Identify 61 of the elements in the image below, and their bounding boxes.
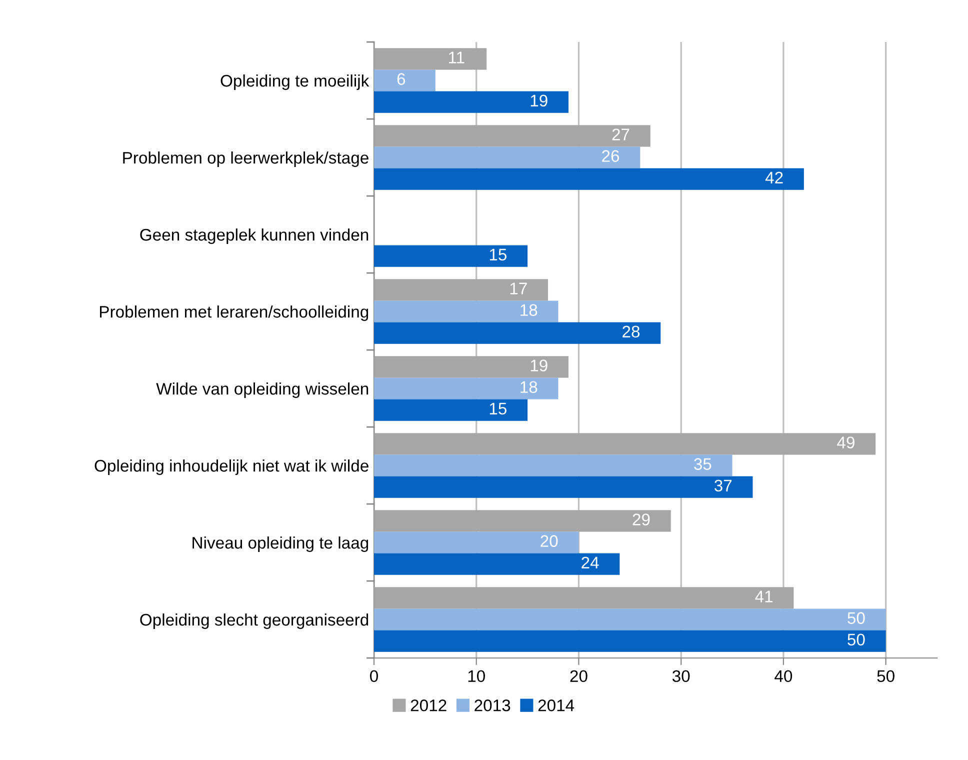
data-label: 35 [694, 458, 712, 470]
data-label: 11 [448, 52, 464, 64]
y-tick-label: Problemen op leerwerkplek/stage [123, 151, 368, 167]
bar [374, 168, 804, 190]
x-tick-label: 50 [877, 670, 894, 682]
bar [374, 356, 568, 378]
bar [374, 245, 528, 267]
bar [374, 510, 671, 532]
bar [374, 378, 558, 400]
data-label: 37 [714, 480, 732, 492]
bar [374, 433, 876, 455]
x-tick-label: 0 [370, 670, 378, 682]
bar [374, 553, 620, 575]
bar [374, 70, 436, 92]
x-tick-label: 20 [570, 670, 588, 682]
data-label: 50 [848, 612, 865, 624]
data-label: 19 [530, 94, 548, 107]
y-tick-label: Opleiding te moeilijk [220, 74, 370, 90]
legend-label: 2012 [410, 700, 446, 712]
data-label: 17 [510, 282, 527, 294]
x-tick-label: 10 [468, 670, 485, 682]
data-label: 29 [632, 514, 650, 526]
bar [374, 91, 568, 113]
data-label: 19 [530, 360, 548, 372]
data-label: 15 [490, 402, 506, 415]
data-label: 27 [612, 128, 630, 140]
data-label: 24 [582, 556, 599, 568]
bar [374, 532, 579, 554]
data-label: 15 [490, 248, 506, 261]
legend-label: 2013 [474, 700, 510, 712]
data-label: 42 [765, 172, 783, 184]
y-tick-label: Wilde van opleiding wisselen [156, 382, 368, 398]
data-label: 41 [755, 590, 773, 602]
bar [374, 125, 650, 147]
y-tick-label: Geen stageplek kunnen vinden [140, 228, 368, 244]
bar [374, 322, 661, 344]
data-label: 20 [540, 535, 558, 547]
data-label: 18 [520, 304, 538, 316]
bar [374, 399, 528, 421]
data-label: 50 [848, 634, 865, 646]
legend-label: 2014 [538, 700, 574, 712]
bar [374, 454, 732, 476]
y-tick-label: Problemen met leraren/schoolleiding [100, 305, 368, 321]
y-tick-label: Opleiding inhoudelijk niet wat ik wilde [94, 459, 368, 475]
bar [374, 279, 548, 301]
x-tick-label: 30 [672, 670, 690, 682]
bar [374, 476, 753, 498]
bar [374, 146, 640, 168]
x-tick-label: 40 [774, 670, 792, 682]
y-tick-label: Opleiding slecht georganiseerd [140, 613, 368, 629]
bar [374, 608, 886, 630]
bar [374, 300, 558, 322]
data-label: 26 [602, 150, 620, 162]
bar [374, 630, 886, 652]
bar [374, 48, 487, 70]
data-label: 18 [520, 381, 538, 393]
data-label: 28 [622, 326, 640, 338]
bar [374, 587, 794, 609]
y-tick-label: Niveau opleiding te laag [192, 536, 368, 552]
data-label: 6 [397, 73, 406, 85]
data-label: 49 [837, 436, 854, 448]
